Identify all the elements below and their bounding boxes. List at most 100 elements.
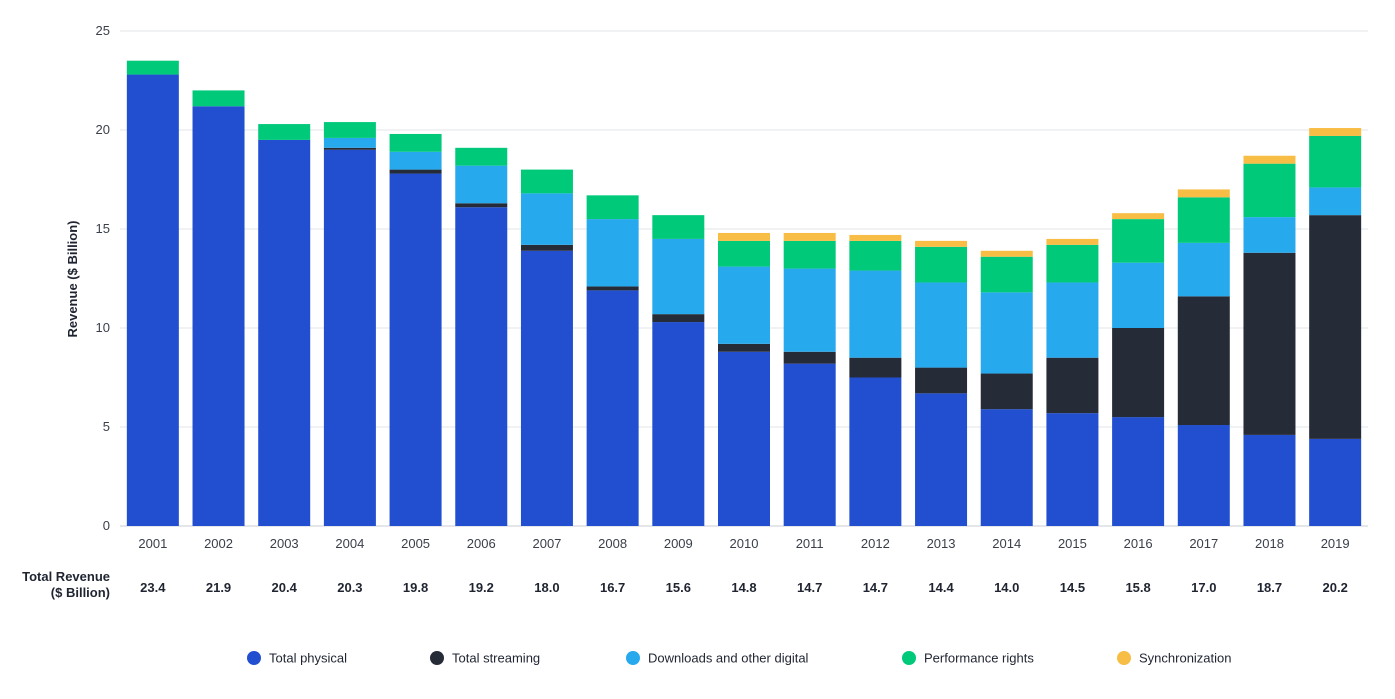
x-tick-label: 2018: [1255, 536, 1284, 551]
x-tick-label: 2019: [1321, 536, 1350, 551]
bar-segment: [1046, 244, 1099, 283]
total-value: 14.7: [797, 580, 822, 595]
bar-segment: [849, 234, 902, 241]
bar-segment: [1243, 163, 1296, 218]
totals-label-line2: ($ Billion): [51, 585, 110, 600]
bar-segment: [258, 124, 311, 140]
total-value: 14.4: [928, 580, 954, 595]
bar-segment: [980, 373, 1033, 410]
totals-row: Total Revenue ($ Billion) 23.4 21.9 20.4 20…: [22, 569, 1348, 600]
x-tick-label: 2011: [796, 536, 824, 551]
bar-segment: [849, 377, 902, 526]
bar-segment: [1309, 187, 1362, 216]
bar-segment: [520, 169, 573, 194]
bar-segment: [980, 250, 1033, 257]
bar-segment: [389, 173, 442, 526]
legend-item: Synchronization: [1117, 651, 1232, 666]
total-value: 19.2: [469, 580, 494, 595]
bar-segment: [652, 322, 705, 526]
bar-stack-2016: [1112, 213, 1165, 526]
bar-segment: [1046, 238, 1099, 245]
total-value: 18.7: [1257, 580, 1282, 595]
legend-item: Downloads and other digital: [626, 651, 809, 666]
bar-stack-2001: [126, 60, 179, 526]
bar-segment: [1046, 413, 1099, 526]
bar-segment: [1112, 213, 1165, 220]
bar-stack-2005: [389, 133, 442, 526]
bar-segment: [520, 193, 573, 245]
bar-segment: [849, 357, 902, 378]
bar-segment: [192, 106, 245, 527]
bar-segment: [586, 195, 639, 220]
legend-label: Downloads and other digital: [648, 651, 809, 666]
y-tick-label: 20: [96, 122, 110, 137]
bar-segment: [1046, 282, 1099, 358]
bar-segment: [783, 268, 836, 352]
x-tick-label: 2005: [401, 536, 430, 551]
total-value: 19.8: [403, 580, 428, 595]
bar-stack-2002: [192, 90, 245, 527]
bar-segment: [192, 90, 245, 107]
legend-marker: [1117, 651, 1131, 665]
bar-segment: [1309, 438, 1362, 526]
bar-segment: [849, 240, 902, 271]
bar-segment: [718, 343, 770, 352]
bar-segment: [1177, 425, 1230, 526]
x-tick-label: 2001: [138, 536, 167, 551]
bar-segment: [389, 169, 442, 174]
bar-segment: [389, 151, 442, 170]
bar-segment: [783, 232, 836, 241]
bar-segment: [126, 60, 179, 75]
legend-marker: [626, 651, 640, 665]
bar-segment: [718, 266, 770, 344]
x-tick-label: 2006: [467, 536, 496, 551]
total-value: 14.0: [994, 580, 1019, 595]
legend-marker: [430, 651, 444, 665]
x-tick-label: 2004: [335, 536, 364, 551]
bar-segment: [1309, 215, 1362, 439]
bar-segment: [323, 122, 376, 138]
bar-segment: [1112, 417, 1165, 526]
bar-segment: [455, 203, 508, 208]
x-tick-label: 2008: [598, 536, 627, 551]
bar-segment: [1112, 219, 1165, 263]
legend-label: Performance rights: [924, 651, 1034, 666]
bar-segment: [652, 238, 705, 315]
bar-segment: [455, 165, 508, 204]
bar-segment: [1046, 357, 1099, 414]
bar-segment: [520, 250, 573, 526]
x-tick-label: 2009: [664, 536, 693, 551]
bar-segment: [323, 137, 376, 148]
total-value: 23.4: [140, 580, 166, 595]
total-value: 16.7: [600, 580, 625, 595]
bar-stack-2018: [1243, 155, 1296, 526]
bar-segment: [323, 147, 376, 150]
total-value: 21.9: [206, 580, 231, 595]
bar-stack-2012: [849, 234, 902, 526]
legend-marker: [247, 651, 261, 665]
bar-segment: [783, 351, 836, 364]
bar-stack-2017: [1177, 189, 1230, 526]
x-tick-label: 2013: [927, 536, 956, 551]
bar-segment: [915, 282, 968, 368]
y-axis: 0 5 10 15 20 25: [96, 23, 110, 533]
bar-segment: [980, 292, 1033, 374]
total-value: 14.5: [1060, 580, 1085, 595]
total-value: 17.0: [1191, 580, 1216, 595]
legend-label: Synchronization: [1139, 651, 1232, 666]
bar-segment: [718, 240, 770, 267]
y-tick-label: 15: [96, 221, 110, 236]
bar-segment: [783, 363, 836, 526]
bar-segment: [586, 286, 639, 291]
bar-segment: [1243, 155, 1296, 164]
bar-segment: [1309, 128, 1362, 136]
bar-segment: [849, 270, 902, 358]
bar-stack-2003: [258, 124, 311, 526]
legend-item: Performance rights: [902, 651, 1034, 666]
bar-segment: [520, 244, 573, 251]
total-value: 20.3: [337, 580, 362, 595]
bar-segment: [652, 314, 705, 323]
bar-segment: [258, 139, 311, 526]
bars: [126, 60, 1362, 527]
bar-stack-2010: [718, 232, 770, 526]
